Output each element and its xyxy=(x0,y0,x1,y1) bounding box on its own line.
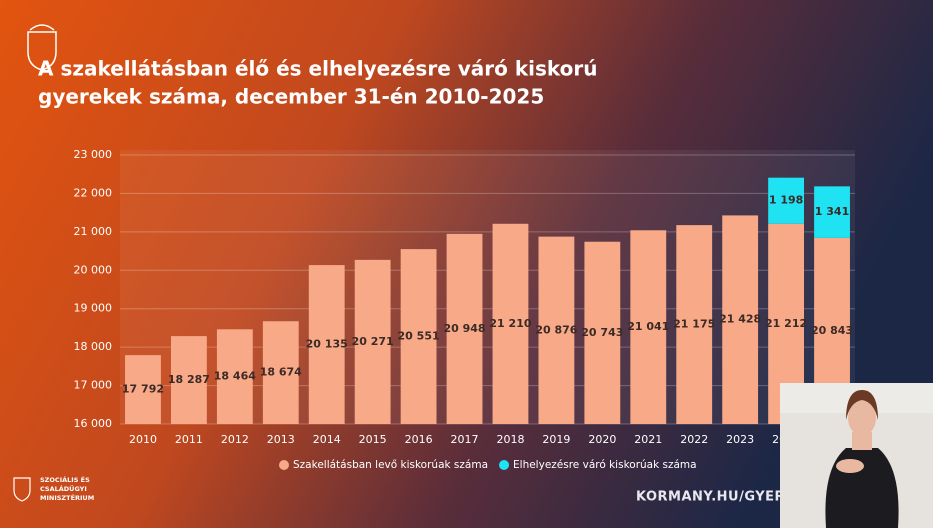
interpreter-video xyxy=(780,383,933,528)
y-tick-label: 22 000 xyxy=(74,186,113,199)
x-tick-label: 2022 xyxy=(680,433,708,446)
x-tick-label: 2016 xyxy=(405,433,433,446)
x-tick-label: 2012 xyxy=(221,433,249,446)
x-tick-label: 2023 xyxy=(726,433,754,446)
logo xyxy=(27,24,57,71)
x-tick-label: 2014 xyxy=(313,433,341,446)
legend-swatch xyxy=(499,460,510,470)
bar-segment xyxy=(400,249,437,424)
data-label: 21 041 xyxy=(627,320,669,333)
bar-segment xyxy=(354,259,391,424)
plot: 16 000 17 000 18 000 19 000 20 000 21 000 22 0… xyxy=(74,148,855,471)
data-label: 21 210 xyxy=(489,317,531,330)
bar-segment xyxy=(676,225,713,424)
bar-segment xyxy=(814,186,850,238)
bar-segment xyxy=(308,265,345,424)
ministry-logo xyxy=(13,477,31,502)
x-tick-label: 2013 xyxy=(267,433,295,446)
ministry-name: MINISZTÉRIUM xyxy=(40,493,94,502)
x-tick-label: 2015 xyxy=(359,433,387,446)
legend-label: Szakellátásban levő kiskorúak száma xyxy=(293,459,488,471)
x-tick-label: 2020 xyxy=(588,433,616,446)
y-tick-label: 17 000 xyxy=(74,379,113,392)
x-tick-label: 2019 xyxy=(542,433,570,446)
ministry-name: CSALÁDÜGYI xyxy=(40,484,87,493)
bar-segment xyxy=(125,355,161,424)
data-label: 1 341 xyxy=(815,205,849,218)
bar-segment xyxy=(538,236,575,424)
y-tick-label: 19 000 xyxy=(74,302,113,315)
bar-segment xyxy=(768,177,805,224)
y-tick-label: 20 000 xyxy=(74,263,113,276)
bar-segment xyxy=(170,336,207,424)
data-label: 20 135 xyxy=(306,338,348,351)
bar-segment xyxy=(216,329,253,424)
data-label: 18 464 xyxy=(214,370,256,383)
legend-label: Elhelyezésre váró kiskorúak száma xyxy=(513,459,697,471)
bar-segment xyxy=(630,230,667,424)
x-tick-label: 2017 xyxy=(451,433,479,446)
x-tick-label: 2018 xyxy=(496,433,524,446)
chart-title: gyerekek száma, december 31-én 2010-2025 xyxy=(38,85,544,109)
data-label: 17 792 xyxy=(122,383,164,396)
data-label: 21 175 xyxy=(673,318,715,331)
data-label: 20 743 xyxy=(581,326,623,339)
data-label: 21 212 xyxy=(765,317,807,330)
x-tick-label: 2010 xyxy=(129,433,157,446)
data-label: 1 198 xyxy=(769,194,803,207)
bar-segment xyxy=(492,223,529,424)
bar-segment xyxy=(446,233,483,424)
data-label: 21 428 xyxy=(719,313,761,326)
footer-url: KORMANY.HU/GYERME xyxy=(636,490,808,505)
x-tick-label: 2021 xyxy=(634,433,662,446)
chart-title: A szakellátásban élő és elhelyezésre vár… xyxy=(38,57,598,81)
data-label: 20 876 xyxy=(535,323,577,336)
data-label: 20 271 xyxy=(352,335,394,348)
legend-swatch xyxy=(279,460,289,470)
ministry-name: SZOCIÁLIS ÉS xyxy=(40,475,90,484)
bar-segment xyxy=(722,215,759,424)
data-label: 18 287 xyxy=(168,373,210,386)
y-tick-label: 21 000 xyxy=(74,225,113,238)
x-tick-label: 2011 xyxy=(175,433,203,446)
bar-segment xyxy=(262,321,299,424)
y-tick-label: 23 000 xyxy=(74,148,113,161)
y-tick-label: 18 000 xyxy=(74,340,113,353)
data-label: 20 551 xyxy=(398,330,440,343)
y-tick-label: 16 000 xyxy=(74,417,113,430)
data-label: 20 948 xyxy=(443,322,485,335)
data-label: 20 843 xyxy=(811,324,853,337)
data-label: 18 674 xyxy=(260,366,302,379)
bar-segment xyxy=(584,241,621,424)
